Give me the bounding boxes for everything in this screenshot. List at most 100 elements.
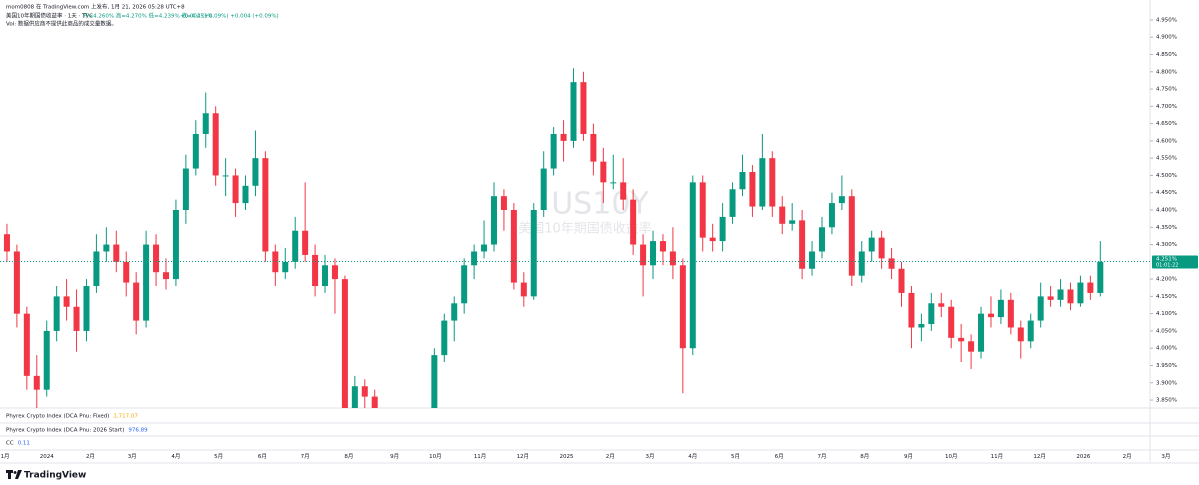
candle-body [580, 82, 587, 134]
candle-body [630, 199, 637, 245]
candle-body [1027, 320, 1034, 342]
candle-body [341, 279, 348, 408]
candle-body [799, 220, 806, 269]
candle-body [918, 324, 925, 328]
x-tick-label: 6月 [258, 453, 267, 460]
ohlc: 开=4.260% 高=4.270% 低=4.239% 收=4.251% [83, 12, 213, 20]
candle-body [1017, 327, 1024, 342]
y-tick-label: 4.100% [1156, 311, 1177, 317]
y-tick-label: 4.650% [1156, 121, 1177, 127]
y-tick-label: 4.900% [1156, 35, 1177, 41]
candle-body [729, 189, 736, 217]
candle-body [242, 185, 249, 204]
candle-body [997, 299, 1004, 318]
y-tick-label: 4.950% [1156, 17, 1177, 23]
candle-body [302, 230, 309, 255]
y-tick-label: 4.550% [1156, 156, 1177, 162]
candle-body [838, 196, 845, 204]
candle-body [759, 158, 766, 207]
candle-body [232, 175, 239, 204]
y-tick-label: 4.400% [1156, 208, 1177, 214]
candle-body [958, 337, 965, 342]
candle-body [898, 268, 905, 293]
candle-body [938, 303, 945, 307]
indicator-value: 0.11 [18, 441, 30, 447]
candle-body [421, 417, 427, 434]
y-tick-label: 4.700% [1156, 104, 1177, 110]
candle-body [749, 171, 756, 207]
candle-body [222, 175, 229, 177]
x-tick-label: 4月 [688, 453, 697, 460]
candle-body [968, 341, 975, 352]
candle-body [948, 306, 955, 338]
candle-body [182, 168, 189, 210]
x-tick-label: 8月 [344, 453, 353, 460]
x-tick-label: 11月 [474, 453, 487, 460]
candle-body [689, 182, 696, 349]
candle-body [789, 220, 796, 224]
x-tick-label: 7月 [301, 453, 310, 460]
x-tick-label: 3月 [1161, 453, 1170, 460]
watermark-name: 美国10年期国债收益率 [518, 221, 652, 237]
candle-body [123, 261, 130, 283]
candle-body [481, 244, 488, 252]
candle-body [312, 254, 319, 287]
candle-body [53, 296, 60, 331]
candle-body [153, 244, 160, 273]
candle-body [928, 303, 935, 325]
brand: TradingView [6, 470, 86, 481]
candle-body [987, 313, 994, 318]
candle-body [908, 292, 915, 328]
y-tick-label: 4.150% [1156, 294, 1177, 300]
candle-body [43, 330, 50, 390]
y-tick-label: 3.900% [1156, 380, 1177, 386]
candle-body [282, 261, 289, 273]
candle-body [252, 158, 259, 186]
candle-body [620, 182, 627, 200]
x-tick-label: 10月 [429, 453, 442, 460]
x-tick-label: 5月 [731, 453, 740, 460]
indicator-value: 1,717.07 [113, 414, 138, 420]
candle-body [640, 244, 647, 266]
x-tick-label: 12月 [517, 453, 530, 460]
y-tick-label: 4.200% [1156, 277, 1177, 283]
candle-body [431, 355, 438, 408]
candle-body [162, 272, 169, 280]
candle-body [878, 237, 885, 259]
x-tick-label: 9月 [390, 453, 399, 460]
x-tick-label: 2024 [40, 454, 54, 460]
y-tick-label: 4.850% [1156, 52, 1177, 58]
candle-body [212, 113, 219, 176]
candle-body [769, 158, 776, 207]
x-tick-label: 11月 [991, 453, 1004, 460]
indicator-name: Phyrex Crypto Index (DCA Pnu: Fixed) [6, 414, 109, 420]
candle-body [103, 244, 110, 252]
brand-logo [6, 470, 22, 479]
y-tick-label: 4.800% [1156, 69, 1177, 75]
candle-body [858, 251, 865, 276]
x-tick-label: 4月 [171, 453, 180, 460]
indicator-value: 976.89 [128, 428, 148, 434]
candle-body [1007, 299, 1014, 328]
candle-body [719, 216, 726, 242]
candle-body [500, 196, 507, 210]
last-price-label: 4.251% [1156, 256, 1177, 262]
countdown: 01:01:22 [1156, 262, 1178, 268]
x-tick-label: 2025 [560, 454, 574, 460]
candle-body [510, 210, 517, 283]
brand-name: TradingView [24, 471, 86, 481]
candle-body [540, 168, 547, 210]
candle-body [441, 320, 448, 356]
candle-body [739, 171, 746, 190]
candle-body [3, 234, 10, 252]
candle-body [809, 251, 816, 269]
y-tick-label: 4.500% [1156, 173, 1177, 179]
candle-body [411, 435, 417, 473]
y-tick-label: 4.000% [1156, 346, 1177, 352]
x-tick-label: 6月 [775, 453, 784, 460]
x-tick-label: 7月 [817, 453, 826, 460]
candle-body [272, 251, 279, 273]
candle-body [1037, 296, 1044, 321]
candle-body [560, 133, 567, 141]
